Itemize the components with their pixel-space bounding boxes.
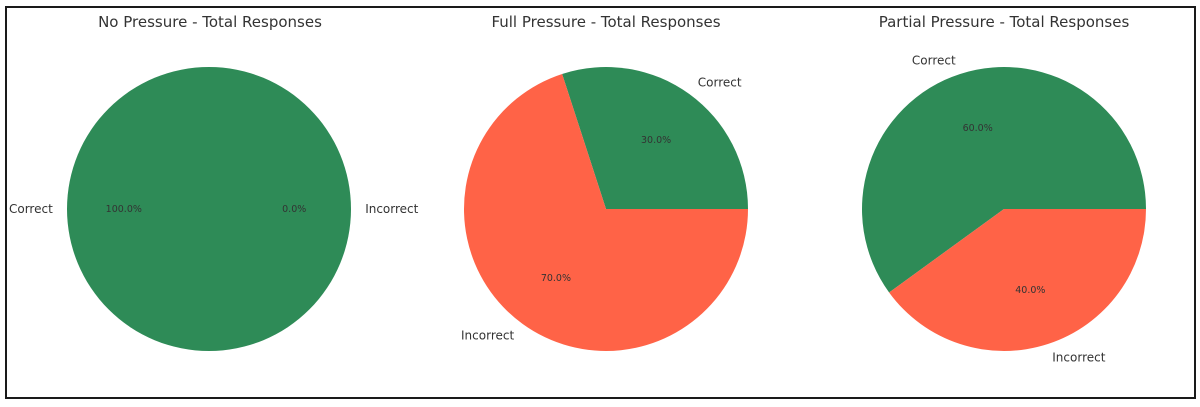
pie-percent-partial-pressure-incorrect: 40.0%: [1015, 285, 1045, 296]
pie-slice-partial-pressure-incorrect: [889, 209, 1146, 351]
pie-percent-no-pressure-incorrect: 0.0%: [282, 204, 306, 215]
pie-slice-partial-pressure-correct: [862, 66, 1146, 293]
pie-percent-full-pressure-correct: 30.0%: [641, 135, 671, 146]
pie-slice-full-pressure-correct: [562, 66, 748, 210]
pie-label-no-pressure-correct: Correct: [9, 202, 53, 216]
pie-slice-full-pressure-incorrect: [463, 73, 748, 351]
pie-label-no-pressure-incorrect: Incorrect: [365, 202, 418, 216]
chart-title-partial-pressure: Partial Pressure - Total Responses: [879, 13, 1130, 31]
pie-percent-full-pressure-incorrect: 70.0%: [541, 273, 571, 284]
pie-label-full-pressure-incorrect: Incorrect: [461, 328, 514, 342]
pie-percent-partial-pressure-correct: 60.0%: [963, 123, 993, 134]
pie-label-full-pressure-correct: Correct: [698, 76, 742, 90]
chart-title-full-pressure: Full Pressure - Total Responses: [491, 13, 720, 31]
chart-title-no-pressure: No Pressure - Total Responses: [98, 13, 322, 31]
pie-slice-no-pressure-correct: [67, 67, 351, 351]
pie-label-partial-pressure-incorrect: Incorrect: [1052, 351, 1105, 365]
pie-label-partial-pressure-correct: Correct: [912, 53, 956, 67]
pie-percent-no-pressure-correct: 100.0%: [106, 204, 142, 215]
